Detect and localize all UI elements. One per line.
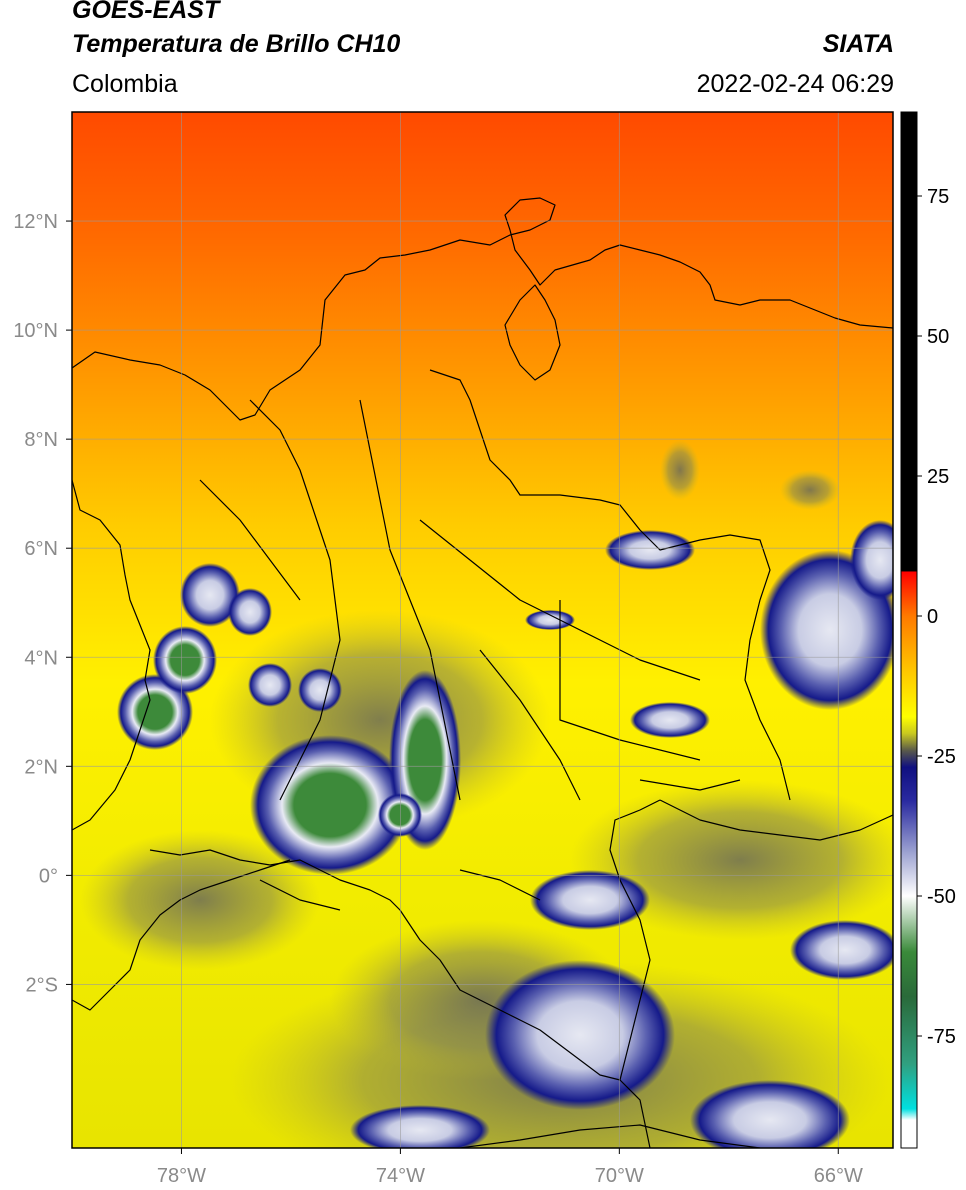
pacific-coastline — [72, 479, 151, 831]
colombia-peru-border — [399, 909, 621, 1081]
colorbar-tick-label: 25 — [927, 466, 949, 488]
map-frame — [71, 111, 894, 1149]
longitude-ticks: 78°W 74°W 70°W 66°W — [157, 1148, 863, 1187]
lat-tick-label: 6°N — [24, 538, 58, 560]
colorbar-tick-label: 50 — [927, 326, 949, 348]
satellite-title: GOES-EAST — [72, 0, 220, 24]
colorbar-tick-label: 0 — [927, 606, 938, 628]
country-borders — [72, 197, 893, 1148]
latitude-ticks: 12°N 10°N 8°N 6°N 4°N 2°N 0° 2°S — [13, 211, 72, 996]
peru-brazil-border — [619, 1079, 651, 1148]
lat-tick-label: 0° — [39, 865, 58, 887]
lat-tick-label: 2°N — [24, 756, 58, 778]
colorbar-tick-label: -75 — [927, 1026, 956, 1048]
lon-tick-label: 78°W — [157, 1165, 206, 1187]
lon-tick-label: 74°W — [376, 1165, 425, 1187]
gridlines — [72, 112, 893, 1148]
organization-label: SIATA — [822, 30, 894, 58]
lat-tick-label: 10°N — [13, 320, 58, 342]
southern-edge-line — [459, 1124, 761, 1148]
colorbar-ticks: 75 50 25 0 -25 -50 -75 — [917, 186, 956, 1048]
map-imagery — [72, 112, 893, 1148]
lat-tick-label: 2°S — [26, 974, 58, 996]
department-lines — [199, 399, 741, 911]
lat-tick-label: 12°N — [13, 211, 58, 233]
colorbar-tick-label: -25 — [927, 746, 956, 768]
lake-maracaibo — [504, 284, 561, 381]
region-label: Colombia — [72, 70, 178, 98]
colorbar-tick-label: -50 — [927, 886, 956, 908]
colombia-ecuador-border — [149, 849, 401, 911]
product-title: Temperatura de Brillo CH10 — [72, 30, 401, 58]
timestamp: 2022-02-24 06:29 — [696, 70, 894, 98]
lat-tick-label: 4°N — [24, 647, 58, 669]
colorbar-tick-label: 75 — [927, 186, 949, 208]
caribbean-coastline — [72, 197, 893, 421]
venezuela-south-border — [744, 639, 791, 801]
lat-tick-label: 8°N — [24, 429, 58, 451]
lon-tick-label: 70°W — [595, 1165, 644, 1187]
colombia-brazil-border — [609, 799, 661, 1081]
colombia-venezuela-border — [429, 369, 771, 641]
lon-tick-label: 66°W — [814, 1165, 863, 1187]
brazil-border — [659, 799, 893, 841]
colorbar — [900, 111, 918, 1149]
southern-coastline — [72, 859, 291, 1011]
